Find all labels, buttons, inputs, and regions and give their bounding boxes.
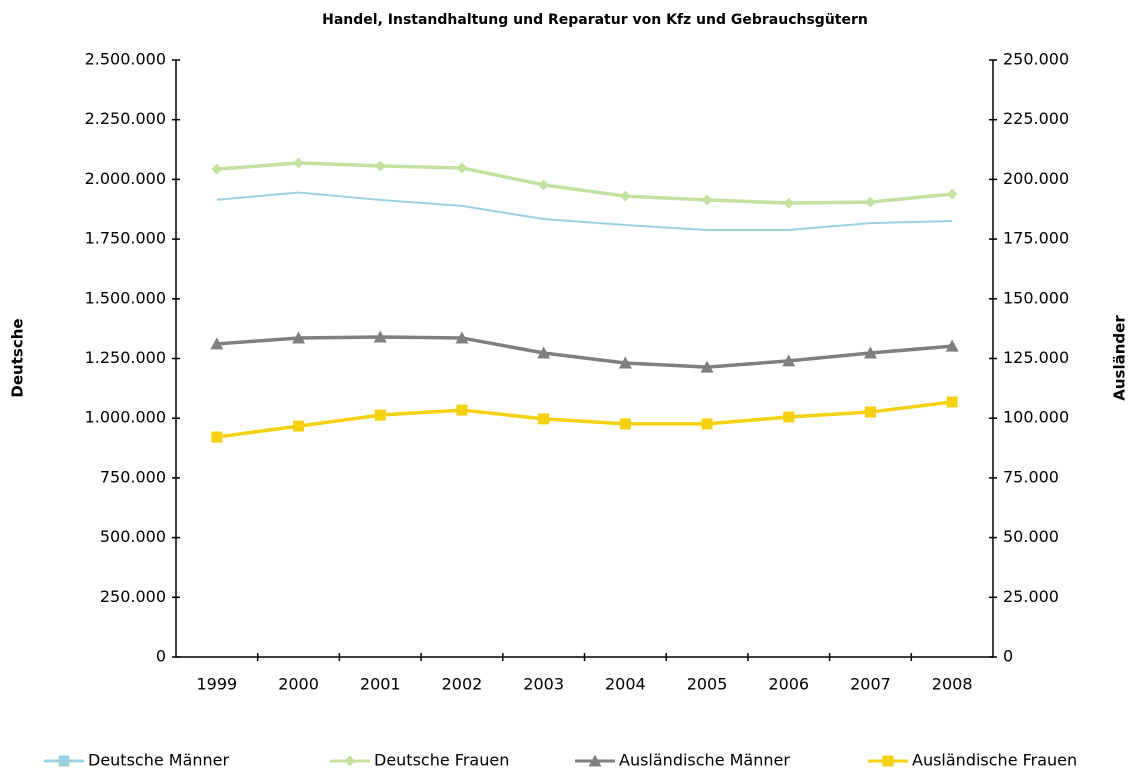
data-point: [783, 197, 795, 209]
data-point: [782, 354, 796, 367]
y-tick-label: 0: [156, 647, 166, 666]
data-point: [537, 346, 551, 359]
y-tick-label: 25.000: [1003, 587, 1059, 606]
data-point: [619, 418, 631, 430]
y-tick-label: 750.000: [100, 467, 166, 486]
series-line: [216, 161, 953, 205]
y-tick-label: 125.000: [1003, 348, 1069, 367]
y-tick-label: 2.000.000: [85, 169, 166, 188]
x-tick-label: 2007: [850, 675, 891, 694]
x-tick-label: 2006: [768, 675, 809, 694]
data-point: [700, 360, 714, 373]
y2-axis-title: Ausländer: [1111, 315, 1129, 401]
chart-title: Handel, Instandhaltung und Reparatur von…: [322, 12, 868, 28]
data-point: [211, 163, 223, 175]
x-tick-label: 1999: [196, 675, 237, 694]
series-line: [216, 400, 953, 439]
data-point: [618, 356, 632, 369]
legend-label: Deutsche Männer: [88, 751, 230, 770]
data-point: [863, 346, 877, 359]
y-tick-label: 1.000.000: [85, 408, 166, 427]
data-point: [945, 339, 959, 352]
y-tick-label: 225.000: [1003, 109, 1069, 128]
y-tick-label: 75.000: [1003, 467, 1059, 486]
legend-label: Deutsche Frauen: [374, 751, 509, 770]
data-point: [211, 431, 223, 443]
legend-marker: [588, 754, 602, 767]
data-point: [864, 196, 876, 208]
x-tick-label: 2004: [605, 675, 646, 694]
data-point: [538, 179, 550, 191]
y-tick-label: 250.000: [1003, 50, 1069, 69]
y-tick-label: 250.000: [100, 587, 166, 606]
legend-marker: [58, 755, 70, 767]
legend-label: Ausländische Männer: [619, 751, 790, 770]
y-tick-label: 175.000: [1003, 229, 1069, 248]
y-tick-label: 500.000: [100, 527, 166, 546]
x-tick-label: 2008: [932, 675, 973, 694]
data-point: [864, 406, 876, 418]
y-tick-label: 2.250.000: [85, 109, 166, 128]
y-axis-title: Deutsche: [9, 318, 27, 397]
data-point: [374, 160, 386, 172]
data-point: [455, 331, 469, 344]
series-line: [216, 191, 953, 232]
legend-marker: [882, 755, 894, 767]
x-tick-label: 2005: [687, 675, 728, 694]
y-tick-label: 150.000: [1003, 288, 1069, 307]
y-tick-label: 50.000: [1003, 527, 1059, 546]
y-tick-label: 200.000: [1003, 169, 1069, 188]
series-line: [216, 335, 953, 369]
data-point: [701, 194, 713, 206]
data-point: [946, 188, 958, 200]
data-point: [538, 413, 550, 425]
data-point: [292, 331, 306, 344]
x-tick-label: 2003: [523, 675, 564, 694]
data-point: [456, 404, 468, 416]
data-point: [783, 411, 795, 423]
data-point: [210, 337, 224, 350]
legend-label: Ausländische Frauen: [912, 751, 1077, 770]
x-tick-label: 2001: [360, 675, 401, 694]
data-point: [619, 190, 631, 202]
y-tick-label: 100.000: [1003, 408, 1069, 427]
data-point: [293, 157, 305, 169]
x-tick-label: 2000: [278, 675, 319, 694]
y-tick-label: 1.750.000: [85, 229, 166, 248]
data-point: [293, 420, 305, 432]
y-tick-label: 1.250.000: [85, 348, 166, 367]
y-tick-label: 0: [1003, 647, 1013, 666]
y-tick-label: 2.500.000: [85, 50, 166, 69]
data-point: [701, 418, 713, 430]
data-point: [373, 330, 387, 343]
x-tick-label: 2002: [442, 675, 483, 694]
data-point: [946, 396, 958, 408]
legend-marker: [344, 755, 356, 767]
data-point: [374, 409, 386, 421]
data-point: [456, 162, 468, 174]
y-tick-label: 1.500.000: [85, 288, 166, 307]
